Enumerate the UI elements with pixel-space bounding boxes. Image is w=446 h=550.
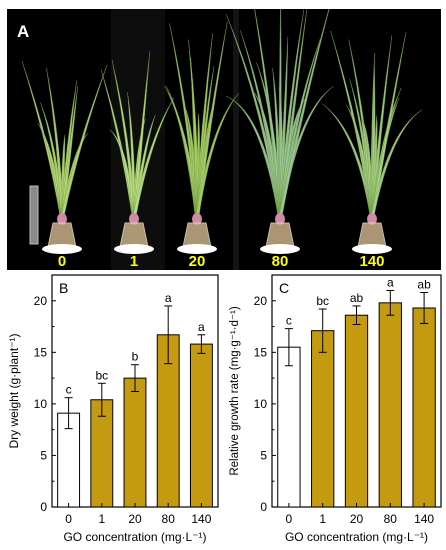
plant-photo-panel: A 0 1 20 80 140 bbox=[7, 9, 441, 270]
leaf bbox=[60, 64, 108, 220]
x-ticks: 0 1 20 80 140 bbox=[65, 503, 212, 526]
x-ticks: 0 1 20 80 140 bbox=[286, 503, 434, 526]
x-tick-label: 1 bbox=[98, 512, 105, 526]
x-tick-label: 140 bbox=[414, 512, 434, 526]
bars bbox=[277, 302, 436, 508]
flask bbox=[265, 222, 295, 248]
y-tick-label: 20 bbox=[34, 294, 48, 308]
y-tick-label: 5 bbox=[40, 448, 47, 462]
flask bbox=[182, 222, 212, 248]
leaf bbox=[132, 97, 175, 220]
error-bars bbox=[284, 289, 429, 367]
significance-letter: ab bbox=[350, 291, 364, 305]
plant bbox=[164, 21, 239, 254]
y-ticks: 0 5 10 15 20 bbox=[34, 294, 56, 514]
significance-letter: ab bbox=[417, 278, 431, 292]
bar-20 bbox=[344, 314, 369, 508]
y-tick-label: 15 bbox=[254, 345, 268, 359]
flask-base bbox=[177, 244, 217, 254]
bars bbox=[57, 334, 213, 508]
relative-growth-rate-chart: c bc ab a ab 0 5 10 15 20 0 1 20 80 140 C GO concent… bbox=[229, 274, 442, 544]
bulb bbox=[129, 213, 139, 225]
y-tick-label: 10 bbox=[34, 397, 48, 411]
plant bbox=[100, 51, 175, 254]
y-ticks: 0 5 10 15 20 bbox=[254, 294, 276, 514]
leaf bbox=[370, 109, 423, 220]
y-tick-label: 0 bbox=[40, 500, 47, 514]
bar-140 bbox=[412, 307, 436, 508]
y-tick-label: 20 bbox=[254, 294, 268, 308]
panel-label-a: A bbox=[17, 22, 29, 41]
y-tick-label: 15 bbox=[34, 345, 48, 359]
significance-letter: a bbox=[387, 275, 394, 289]
flask bbox=[357, 222, 387, 248]
x-axis-label: GO concentration (mg·L⁻¹) bbox=[63, 530, 206, 544]
flask-base bbox=[114, 244, 154, 254]
dry-weight-chart: c bc b a a 0 5 10 15 20 0 1 20 80 140 B GO concentra… bbox=[7, 274, 219, 544]
bar-20 bbox=[123, 377, 147, 508]
plant bbox=[322, 30, 423, 254]
y-tick-label: 0 bbox=[260, 500, 267, 514]
significance-letter: c bbox=[66, 383, 72, 397]
error-bars bbox=[64, 305, 206, 430]
y-axis-label: Dry weight (g·plant⁻¹) bbox=[7, 333, 21, 448]
pot-label: 80 bbox=[272, 253, 289, 270]
significance-letter: bc bbox=[95, 368, 108, 382]
y-axis-label: Relative growth rate (mg·g⁻¹·d⁻¹) bbox=[229, 306, 241, 476]
pot-label: 1 bbox=[130, 253, 138, 270]
flask-base bbox=[352, 244, 392, 254]
plant-photo: A 0 1 20 80 140 bbox=[7, 9, 441, 270]
x-tick-label: 80 bbox=[162, 512, 176, 526]
significance-letters: c bc b a a bbox=[66, 291, 205, 397]
significance-letter: c bbox=[286, 314, 292, 328]
plant bbox=[21, 60, 108, 254]
bar-80 bbox=[378, 302, 402, 508]
flask-base bbox=[42, 244, 82, 254]
significance-letters: c bc ab a ab bbox=[286, 275, 431, 327]
bar-140 bbox=[189, 343, 213, 508]
leaf bbox=[278, 9, 330, 220]
flask bbox=[119, 222, 149, 248]
plants-layer bbox=[21, 9, 423, 254]
bulb bbox=[275, 213, 285, 225]
bulb bbox=[192, 213, 202, 225]
pot-label: 0 bbox=[58, 253, 66, 270]
significance-letter: a bbox=[198, 320, 205, 334]
flask-base bbox=[260, 244, 300, 254]
x-tick-label: 0 bbox=[286, 512, 293, 526]
bar-1 bbox=[311, 330, 335, 508]
significance-letter: b bbox=[132, 350, 139, 364]
leaf bbox=[370, 31, 407, 220]
bar-0 bbox=[277, 346, 301, 508]
x-tick-label: 20 bbox=[128, 512, 142, 526]
x-tick-label: 80 bbox=[384, 512, 398, 526]
significance-letter: a bbox=[165, 291, 172, 305]
pot-label: 20 bbox=[189, 253, 206, 270]
bulb bbox=[367, 213, 377, 225]
leaf bbox=[195, 93, 239, 220]
panel-label-c: C bbox=[279, 280, 289, 296]
flask bbox=[47, 222, 77, 248]
x-tick-label: 1 bbox=[319, 512, 326, 526]
pot-label: 140 bbox=[359, 253, 384, 270]
x-tick-label: 0 bbox=[65, 512, 72, 526]
x-axis-label: GO concentration (mg·L⁻¹) bbox=[285, 530, 428, 544]
y-tick-label: 10 bbox=[254, 397, 268, 411]
x-tick-label: 20 bbox=[350, 512, 364, 526]
x-tick-label: 140 bbox=[191, 512, 211, 526]
plant bbox=[225, 9, 334, 254]
panel-label-b: B bbox=[59, 280, 68, 296]
bulb bbox=[57, 213, 67, 225]
y-tick-label: 5 bbox=[260, 448, 267, 462]
significance-letter: bc bbox=[316, 294, 329, 308]
photo-seam bbox=[233, 9, 239, 270]
pot-labels: 0 1 20 80 140 bbox=[58, 253, 385, 270]
ruler bbox=[29, 185, 39, 245]
